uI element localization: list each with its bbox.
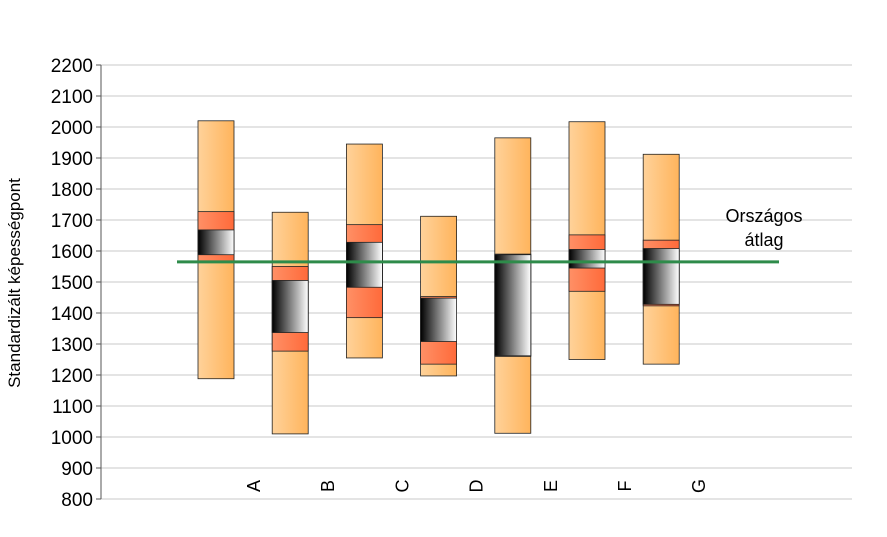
x-tick-label: D [467, 480, 487, 493]
box-core [642, 248, 680, 305]
reference-line-group: Országos átlag [177, 206, 803, 264]
box-core [494, 254, 532, 357]
box-D [420, 215, 458, 377]
box-series [197, 120, 680, 435]
box-core [197, 229, 235, 256]
y-tick-label: 900 [61, 459, 93, 480]
reference-line-label: Országos átlag [725, 206, 802, 250]
x-tick-label: E [541, 480, 561, 492]
box-core [271, 280, 309, 333]
box-core [420, 297, 458, 342]
y-axis: 800 900 1000 1100 1200 1300 1400 1500 1600 1700 18… [51, 56, 102, 511]
y-tick-label: 1100 [52, 397, 93, 418]
box-C [345, 143, 383, 359]
y-tick-label: 1200 [51, 366, 93, 387]
box-F [568, 121, 606, 360]
y-tick-label: 1000 [51, 428, 93, 449]
x-axis-labels: A B C D E F G [244, 479, 709, 493]
x-tick-label: G [689, 479, 709, 493]
x-tick-label: A [244, 480, 264, 492]
box-E [494, 137, 532, 434]
box-B [271, 211, 309, 435]
box-G [642, 153, 680, 365]
y-tick-label: 1700 [51, 211, 93, 232]
x-tick-label: C [392, 480, 412, 493]
y-axis-label: Standardizált képességpont [5, 178, 24, 388]
x-tick-label: F [615, 481, 635, 492]
y-tick-label: 800 [61, 490, 93, 511]
y-tick-label: 2100 [51, 87, 93, 108]
y-tick-label: 1600 [51, 242, 93, 263]
y-tick-label: 1300 [51, 335, 93, 356]
y-tick-label: 1400 [51, 304, 93, 325]
box-core [345, 241, 383, 288]
box-A [197, 120, 235, 380]
y-tick-label: 2200 [51, 56, 93, 77]
y-tick-label: 1500 [51, 273, 93, 294]
x-tick-label: B [318, 480, 338, 492]
y-tick-label: 1900 [51, 149, 93, 170]
y-tick-label: 1800 [51, 180, 93, 201]
y-tick-label: 2000 [51, 118, 93, 139]
box-core [568, 249, 606, 269]
